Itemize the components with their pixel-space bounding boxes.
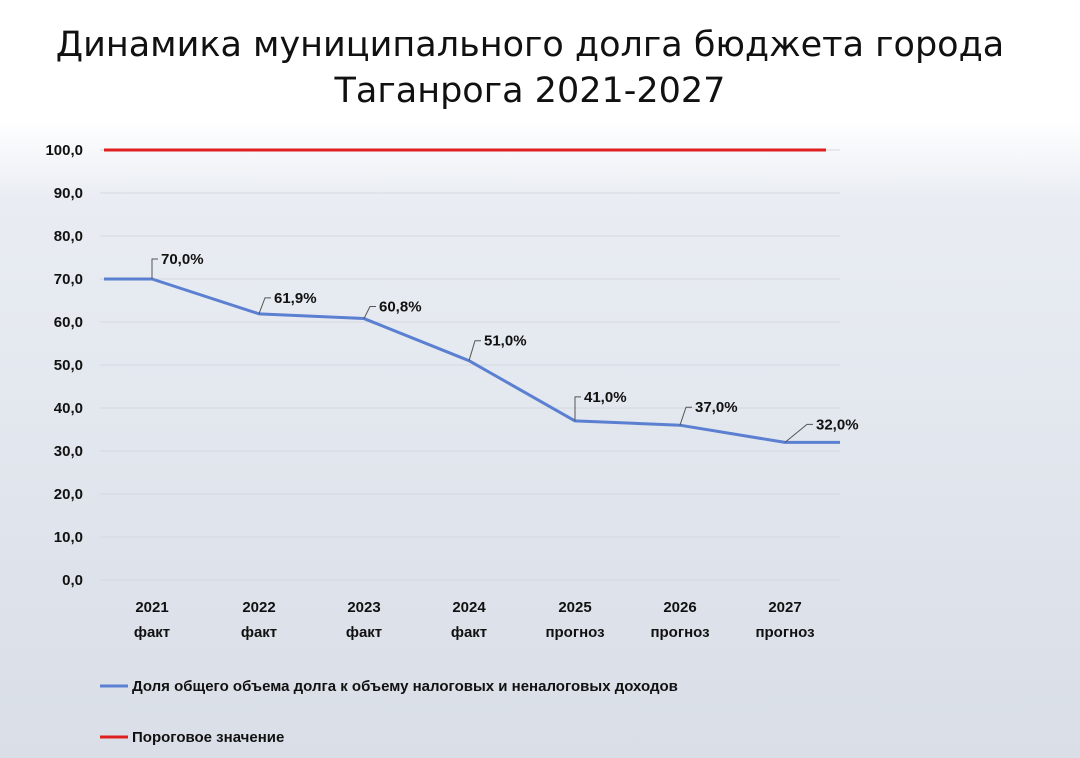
x-tick-label-type-0: факт: [134, 624, 170, 641]
x-tick-label-year-1: 2022: [242, 599, 275, 616]
x-tick-label-year-2: 2023: [347, 599, 380, 616]
x-tick-label-year-5: 2026: [663, 599, 696, 616]
data-label-leader-2: [363, 306, 376, 319]
data-label-leader-5: [679, 406, 692, 426]
y-tick-label-7: 70,0: [54, 271, 83, 288]
data-label-leader-6: [784, 423, 813, 443]
data-label-leader-4: [574, 396, 581, 421]
chart-title: Динамика муниципального долга бюджета го…: [0, 22, 1060, 114]
legend-label-threshold: Пороговое значение: [132, 729, 284, 746]
x-tick-label-year-3: 2024: [452, 599, 486, 616]
x-tick-label-type-4: прогноз: [545, 624, 604, 641]
x-tick-label-type-3: факт: [451, 624, 487, 641]
y-tick-label-2: 20,0: [54, 486, 83, 503]
x-tick-label-type-1: факт: [241, 624, 277, 641]
data-label-3: 51,0%: [484, 333, 527, 350]
x-tick-label-year-6: 2027: [768, 599, 801, 616]
y-tick-label-9: 90,0: [54, 185, 83, 202]
y-tick-label-8: 80,0: [54, 228, 83, 245]
data-label-5: 37,0%: [695, 399, 738, 416]
series-debt-share-line: [104, 277, 840, 444]
chart-title-line-1: Динамика муниципального долга бюджета го…: [55, 25, 1005, 65]
data-label-0: 70,0%: [161, 251, 204, 268]
data-label-4: 41,0%: [584, 389, 627, 406]
data-label-leader-3: [468, 340, 481, 361]
x-tick-label-year-4: 2025: [558, 599, 591, 616]
data-label-leader-0: [151, 258, 158, 279]
y-tick-label-3: 30,0: [54, 443, 83, 460]
y-tick-label-4: 40,0: [54, 400, 83, 417]
data-label-6: 32,0%: [816, 416, 859, 433]
data-label-leader-1: [258, 297, 271, 315]
x-tick-label-year-0: 2021: [135, 599, 168, 616]
y-tick-label-5: 50,0: [54, 357, 83, 374]
data-label-1: 61,9%: [274, 290, 317, 307]
x-tick-label-type-6: прогноз: [755, 624, 814, 641]
x-tick-label-type-5: прогноз: [650, 624, 709, 641]
y-tick-label-1: 10,0: [54, 529, 83, 546]
y-tick-label-0: 0,0: [62, 572, 83, 589]
legend-label-debt-share: Доля общего объема долга к объему налого…: [132, 678, 678, 695]
chart-title-line-2: Таганрога 2021-2027: [334, 71, 726, 111]
y-tick-label-6: 60,0: [54, 314, 83, 331]
x-tick-label-type-2: факт: [346, 624, 382, 641]
y-tick-label-10: 100,0: [45, 142, 83, 159]
data-label-2: 60,8%: [379, 299, 422, 316]
